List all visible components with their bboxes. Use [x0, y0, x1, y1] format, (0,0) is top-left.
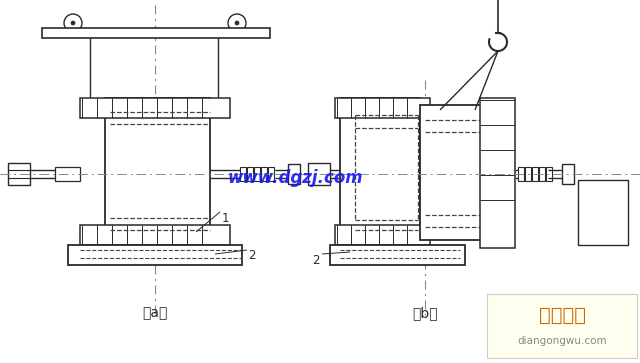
Bar	[80, 225, 230, 245]
Bar	[254, 167, 260, 181]
Bar	[268, 167, 274, 181]
Bar	[247, 167, 253, 181]
Bar	[55, 167, 80, 181]
Bar	[8, 163, 30, 185]
Polygon shape	[596, 181, 620, 197]
Bar	[340, 98, 420, 245]
Bar	[420, 105, 485, 240]
Bar	[335, 225, 430, 245]
Circle shape	[71, 21, 75, 25]
Bar	[539, 167, 545, 181]
Text: （b）: （b）	[412, 306, 438, 320]
FancyBboxPatch shape	[487, 294, 637, 358]
Text: www.dgzj.com: www.dgzj.com	[227, 169, 363, 187]
Text: diangongwu.com: diangongwu.com	[517, 336, 607, 346]
Polygon shape	[580, 222, 590, 240]
Bar	[308, 163, 330, 185]
Bar	[578, 180, 628, 245]
Polygon shape	[614, 226, 627, 244]
Text: 1: 1	[222, 212, 230, 225]
Polygon shape	[580, 182, 598, 197]
Bar	[335, 98, 430, 118]
Polygon shape	[580, 208, 593, 224]
Bar	[240, 167, 246, 181]
Text: （a）: （a）	[142, 306, 168, 320]
Polygon shape	[618, 181, 627, 200]
Bar	[480, 98, 515, 248]
Polygon shape	[593, 196, 620, 212]
Polygon shape	[618, 196, 627, 215]
Circle shape	[228, 14, 246, 32]
Bar	[68, 245, 242, 265]
Bar	[330, 245, 465, 265]
Polygon shape	[580, 195, 596, 210]
Text: 2: 2	[312, 254, 320, 267]
Bar	[518, 167, 524, 181]
Polygon shape	[616, 212, 627, 228]
Circle shape	[64, 14, 82, 32]
Text: 2: 2	[248, 249, 255, 262]
Circle shape	[235, 21, 239, 25]
Bar	[42, 28, 270, 38]
Text: 电工之屋: 电工之屋	[538, 306, 586, 325]
Polygon shape	[588, 224, 616, 242]
Bar	[525, 167, 531, 181]
Bar	[80, 98, 230, 118]
Bar	[546, 167, 552, 181]
Bar	[532, 167, 538, 181]
Bar	[562, 164, 574, 184]
Bar	[105, 98, 210, 245]
Bar	[288, 164, 300, 184]
Polygon shape	[590, 210, 618, 226]
Bar	[261, 167, 267, 181]
